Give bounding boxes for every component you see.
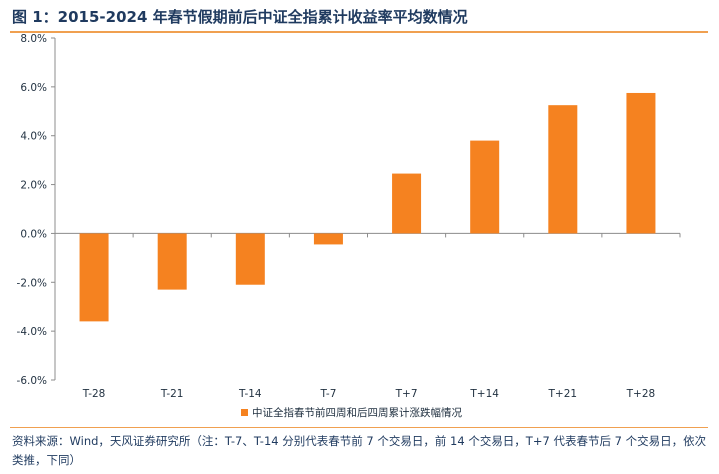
x-tick-label: T-14 (238, 388, 262, 400)
y-tick-label: 4.0% (20, 131, 47, 143)
bar-T-21 (157, 233, 187, 290)
x-tick-label: T+14 (469, 388, 499, 400)
x-tick-label: T+28 (626, 388, 656, 400)
x-tick-label: T-7 (319, 388, 336, 400)
x-tick-label: T+21 (548, 388, 578, 400)
legend: 中证全指春节前四周和后四周累计涨跌幅情况 (241, 406, 462, 419)
bar-chart: 8.0% 6.0% 4.0% 2.0% 0.0% -2.0% -4.0% -6.0% T-28… (17, 33, 681, 419)
y-tick-label: -4.0% (17, 326, 47, 338)
bars (79, 92, 656, 322)
bar-T-14 (235, 233, 265, 285)
source-note: 资料来源：Wind，天风证券研究所（注：T-7、T-14 分别代表春节前 7 个… (12, 434, 707, 467)
y-tick-label: 2.0% (20, 180, 47, 192)
chart-title: 图 1：2015-2024 年春节假期前后中证全指累计收益率平均数情况 (12, 8, 468, 26)
legend-swatch (241, 409, 248, 416)
y-tick-label: -2.0% (17, 277, 47, 289)
bar-T+21 (548, 105, 578, 234)
x-tick-label: T-21 (160, 388, 184, 400)
x-tick-label: T-28 (82, 388, 106, 400)
source-divider (10, 427, 708, 428)
title-divider (10, 31, 708, 33)
y-tick-label: -6.0% (17, 375, 47, 387)
y-axis: 8.0% 6.0% 4.0% 2.0% 0.0% -2.0% -4.0% -6.0% (17, 33, 681, 387)
x-tick-label: T+7 (395, 388, 418, 400)
bar-T+7 (392, 173, 422, 234)
legend-label: 中证全指春节前四周和后四周累计涨跌幅情况 (252, 406, 462, 419)
bar-T+28 (626, 92, 656, 234)
x-axis-labels: T-28 T-21 T-14 T-7 T+7 T+14 T+21 T+28 (82, 388, 655, 400)
bar-T-7 (313, 233, 343, 245)
bar-T-28 (79, 233, 109, 322)
y-tick-label: 8.0% (20, 33, 47, 45)
bar-T+14 (470, 140, 500, 234)
y-tick-label: 6.0% (20, 82, 47, 94)
y-tick-label: 0.0% (20, 228, 47, 240)
